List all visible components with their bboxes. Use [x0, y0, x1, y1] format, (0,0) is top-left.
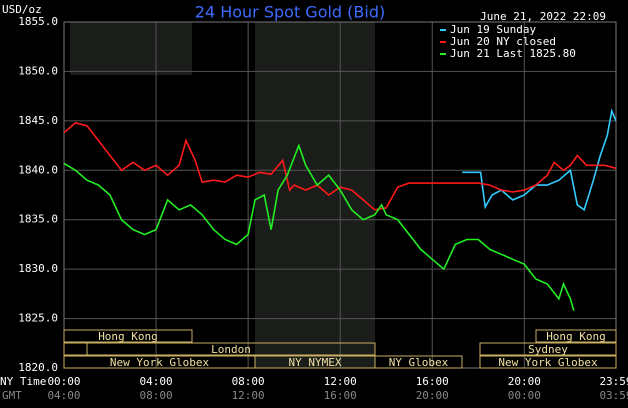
x2-tick-label: 04:00 — [47, 389, 80, 402]
x-tick-label: 04:00 — [140, 375, 173, 388]
y-tick-label: 1825.0 — [18, 312, 58, 325]
x2-tick-label: 16:00 — [324, 389, 357, 402]
x2-tick-label: 08:00 — [140, 389, 173, 402]
x-tick-label: 12:00 — [324, 375, 357, 388]
x2-tick-label: 00:00 — [508, 389, 541, 402]
x2-tick-label: 03:59 — [599, 389, 628, 402]
x-row-label: GMT — [2, 389, 22, 402]
y-axis-label: USD/oz — [2, 3, 42, 16]
session-label: NY NYMEX — [289, 356, 342, 369]
shade — [70, 22, 192, 75]
series-line — [63, 143, 575, 311]
session-label: Sydney — [528, 343, 568, 356]
series-line — [462, 108, 617, 212]
session-box — [479, 342, 617, 356]
chart-title: 24 Hour Spot Gold (Bid) — [195, 3, 385, 22]
y-tick-label: 1840.0 — [18, 163, 58, 176]
session-label: London — [211, 343, 251, 356]
y-tick-label: 1835.0 — [18, 213, 58, 226]
y-tick-label: 1830.0 — [18, 262, 58, 275]
session-box — [479, 355, 617, 369]
session-label: New York Globex — [498, 356, 598, 369]
session-label: NY Globex — [389, 356, 449, 369]
session-box — [63, 329, 193, 343]
y-tick-label: 1850.0 — [18, 64, 58, 77]
x2-tick-label: 12:00 — [232, 389, 265, 402]
x-tick-label: 23:59 — [599, 375, 628, 388]
session-label: New York Globex — [110, 356, 210, 369]
x-tick-label: 16:00 — [416, 375, 449, 388]
x-tick-label: 00:00 — [47, 375, 80, 388]
session-label: Hong Kong — [546, 330, 606, 343]
timestamp: June 21, 2022 22:09 — [480, 10, 606, 23]
y-tick-label: 1820.0 — [18, 361, 58, 374]
x-row-label: NY Time — [0, 375, 46, 388]
legend-label: Jun 21 Last 1825.80 — [450, 47, 576, 60]
legend-label: Jun 19 Sunday — [450, 23, 536, 36]
session-box — [63, 342, 88, 356]
x-tick-label: 08:00 — [232, 375, 265, 388]
session-box — [535, 329, 617, 343]
session-label: Hong Kong — [98, 330, 158, 343]
x-tick-label: 20:00 — [508, 375, 541, 388]
series-line — [63, 121, 617, 211]
shade — [255, 22, 375, 368]
y-tick-label: 1845.0 — [18, 114, 58, 127]
x2-tick-label: 20:00 — [416, 389, 449, 402]
legend-label: Jun 20 NY closed — [450, 35, 556, 48]
session-box — [374, 355, 463, 369]
y-tick-label: 1855.0 — [18, 15, 58, 28]
